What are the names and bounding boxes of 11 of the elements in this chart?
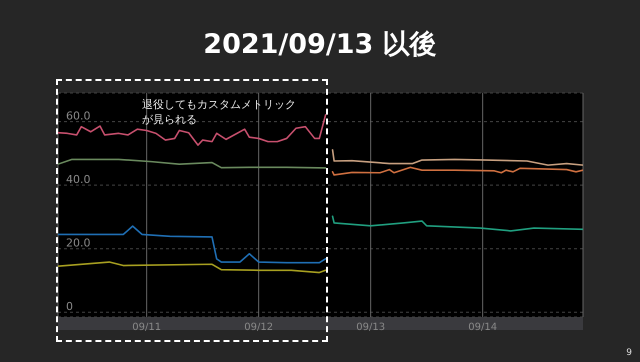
x-tick-label: 09/13 [356, 322, 386, 334]
y-tick-label: 40.0 [66, 173, 90, 186]
x-tick-label: 09/14 [468, 322, 498, 334]
y-tick-label: 0 [66, 300, 73, 314]
chart-title: 2021/09/13 以後 [202, 28, 438, 62]
y-tick-label: 60.0 [66, 110, 90, 122]
annotation: 退役してもカスタムメトリックが見られる [142, 97, 297, 127]
y-tick-label: 20.0 [66, 236, 90, 250]
x-tick-label: 09/11 [132, 322, 162, 334]
text: 9 [626, 348, 632, 358]
x-tick-label: 09/12 [244, 322, 274, 334]
